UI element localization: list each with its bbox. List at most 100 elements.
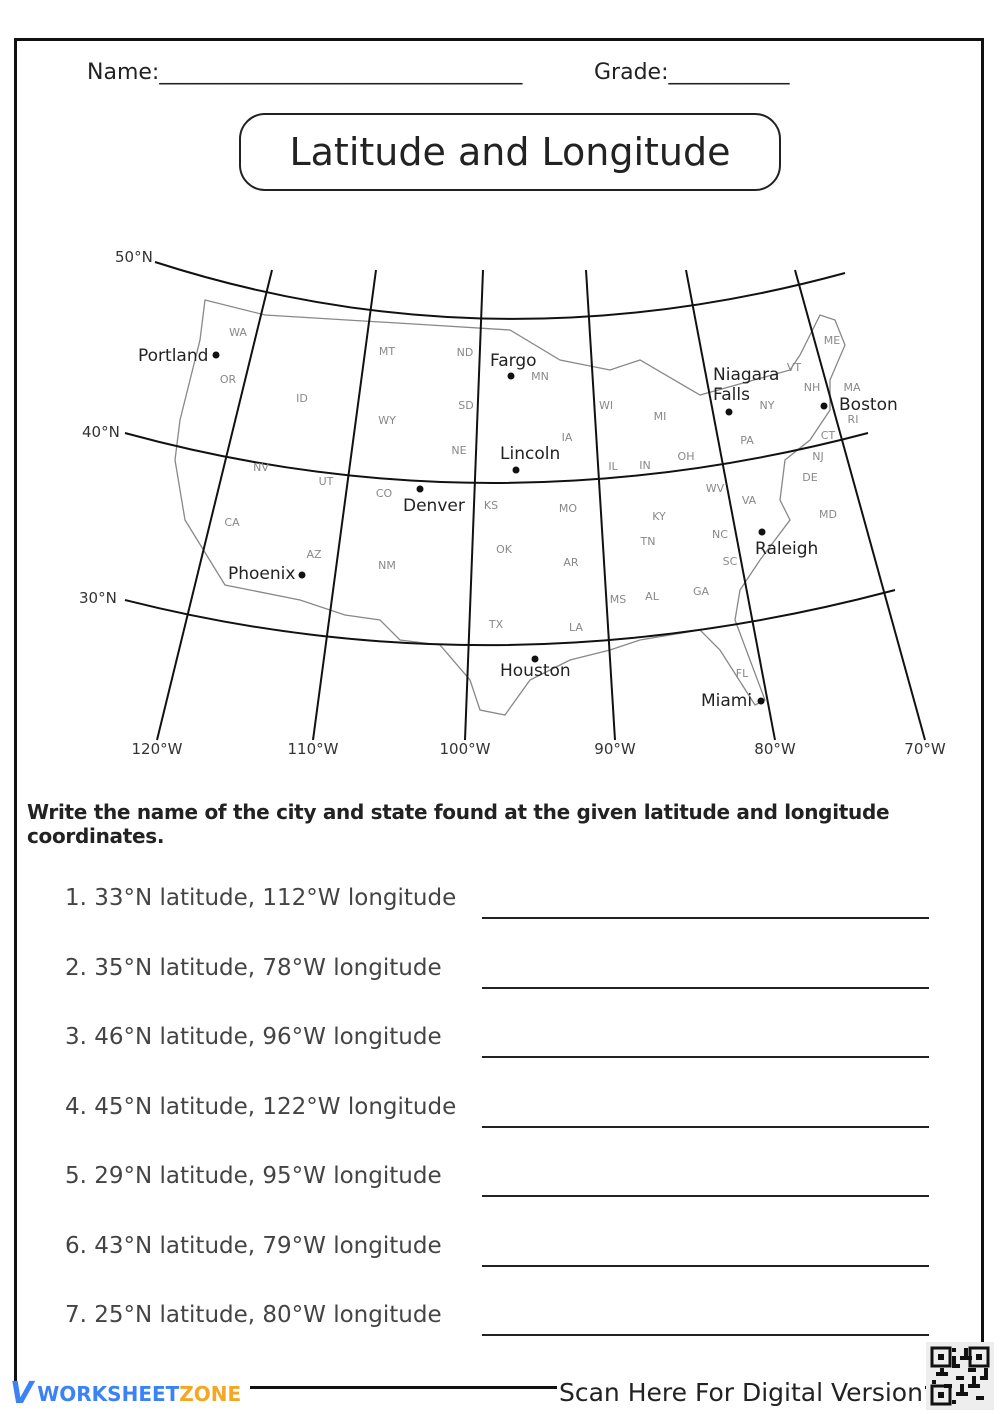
state-label: WY xyxy=(378,414,396,427)
city-dot xyxy=(507,372,515,380)
state-label: SC xyxy=(723,555,738,568)
meridian-line xyxy=(312,269,377,741)
state-label: NE xyxy=(451,444,466,457)
us-outline xyxy=(174,299,846,716)
qr-code-icon xyxy=(930,1346,990,1406)
state-label: NC xyxy=(712,528,728,541)
answer-line-6[interactable] xyxy=(482,1264,929,1267)
answer-line-5[interactable] xyxy=(482,1195,929,1197)
city-label: Raleigh xyxy=(755,539,818,559)
state-label: PA xyxy=(740,434,754,447)
city-dot xyxy=(757,697,765,705)
parallel-line xyxy=(124,589,896,647)
state-label: KS xyxy=(484,499,498,512)
state-label: VT xyxy=(787,361,802,374)
parallel-line xyxy=(154,261,846,320)
state-label: MS xyxy=(610,593,626,606)
answer-line-2[interactable] xyxy=(482,986,929,989)
state-label: IL xyxy=(608,460,618,473)
question-5: 5. 29°N latitude, 95°W longitude xyxy=(65,1163,442,1189)
state-label: OR xyxy=(220,373,237,386)
meridian-line xyxy=(585,269,616,741)
latitude-label: 50°N xyxy=(115,248,153,266)
logo-text-zone: ZONE xyxy=(179,1381,242,1406)
scan-text: Scan Here For Digital Version xyxy=(557,1378,925,1407)
question-2: 2. 35°N latitude, 78°W longitude xyxy=(65,954,442,981)
state-label: MD xyxy=(819,508,837,521)
state-label: MA xyxy=(843,381,860,394)
state-label: NJ xyxy=(812,450,823,463)
state-label: CT xyxy=(821,429,836,442)
meridian-line xyxy=(464,269,484,741)
state-label: TX xyxy=(488,618,504,631)
page-title: Latitude and Longitude xyxy=(239,113,781,191)
state-label: IA xyxy=(562,431,573,444)
question-1: 1. 33°N latitude, 112°W longitude xyxy=(65,885,457,911)
state-label: OK xyxy=(496,543,513,556)
instructions: Write the name of the city and state fou… xyxy=(27,800,890,848)
question-4: 4. 45°N latitude, 122°W longitude xyxy=(65,1093,457,1120)
answer-line-1[interactable] xyxy=(482,917,929,919)
answer-line-7[interactable] xyxy=(482,1334,929,1336)
city-dot xyxy=(758,528,766,536)
city-label: Houston xyxy=(500,661,571,681)
logo-icon: V xyxy=(10,1376,34,1411)
latitude-label: 40°N xyxy=(82,423,120,441)
state-label: MT xyxy=(379,345,395,358)
city-dot xyxy=(512,466,520,474)
city-label: Phoenix xyxy=(228,564,295,584)
state-label: CO xyxy=(376,487,393,500)
logo-text-worksheet: WORKSHEET xyxy=(37,1381,180,1406)
state-label: MO xyxy=(559,502,577,515)
city-dot xyxy=(212,351,220,359)
state-label: VA xyxy=(742,494,757,507)
meridian-line xyxy=(685,269,776,741)
state-label: CA xyxy=(224,516,240,529)
city-dot xyxy=(820,402,828,410)
name-field[interactable]: Name:_________________________________ xyxy=(87,60,523,85)
grade-field[interactable]: Grade:___________ xyxy=(594,60,790,85)
state-label: KY xyxy=(652,510,666,523)
city-label: Miami xyxy=(701,691,752,711)
longitude-label: 90°W xyxy=(594,740,636,758)
state-label: ID xyxy=(296,392,308,405)
state-label: MN xyxy=(531,370,549,383)
meridian-line xyxy=(794,269,926,741)
state-label: RI xyxy=(848,413,859,426)
state-label: WI xyxy=(599,399,613,412)
state-label: ND xyxy=(457,346,474,359)
longitude-label: 70°W xyxy=(904,740,946,758)
question-6: 6. 43°N latitude, 79°W longitude xyxy=(65,1232,442,1259)
state-label: SD xyxy=(458,399,473,412)
city-dot xyxy=(298,571,306,579)
state-label: UT xyxy=(319,475,334,488)
state-label: OH xyxy=(678,450,695,463)
city-dot xyxy=(416,485,424,493)
city-dot xyxy=(725,408,733,416)
state-label: NH xyxy=(804,381,821,394)
state-label: MI xyxy=(654,410,667,423)
state-label: AR xyxy=(563,556,579,569)
city-label: Denver xyxy=(403,496,465,516)
state-label: AL xyxy=(645,590,660,603)
qr-code[interactable] xyxy=(926,1342,994,1410)
state-label: ME xyxy=(824,334,840,347)
state-label: WV xyxy=(706,482,725,495)
latitude-label: 30°N xyxy=(79,589,117,607)
question-7: 7. 25°N latitude, 80°W longitude xyxy=(65,1302,442,1328)
state-label: WA xyxy=(229,326,247,339)
page-border xyxy=(14,38,984,1390)
answer-line-4[interactable] xyxy=(482,1125,929,1128)
us-map: 50°N 40°N 30°N 120°W 110°W 100°W 90°W 80°W 70°W W… xyxy=(79,248,946,758)
state-label: FL xyxy=(736,667,749,680)
answer-line-3[interactable] xyxy=(482,1056,929,1058)
city-dot xyxy=(531,655,539,663)
longitude-label: 100°W xyxy=(440,740,491,758)
state-label: TN xyxy=(640,535,656,548)
city-label: Lincoln xyxy=(500,444,560,464)
longitude-label: 80°W xyxy=(754,740,796,758)
longitude-label: 110°W xyxy=(288,740,339,758)
state-label: AZ xyxy=(306,548,322,561)
state-label: NY xyxy=(760,399,775,412)
